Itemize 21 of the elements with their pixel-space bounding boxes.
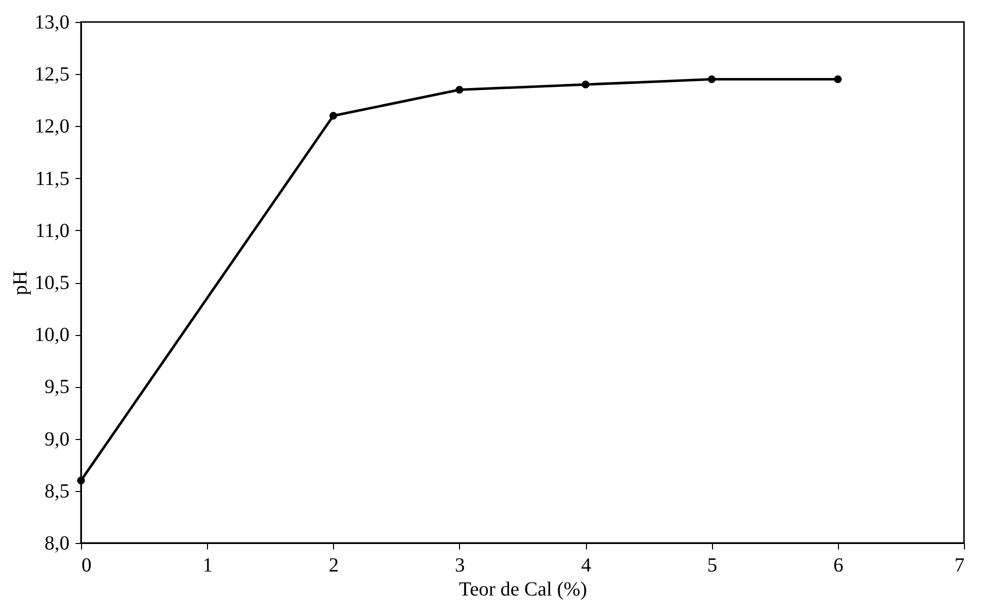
y-tick-label: 12,5 bbox=[34, 64, 70, 86]
x-axis-title: Teor de Cal (%) bbox=[459, 578, 587, 600]
y-tick-label: 10,0 bbox=[34, 324, 70, 346]
x-tick-label: 4 bbox=[581, 554, 592, 576]
y-tick-label: 10,5 bbox=[34, 272, 70, 294]
y-tick-label: 13,0 bbox=[34, 12, 70, 34]
y-tick-label: 11,5 bbox=[35, 168, 70, 190]
x-tick-label: 0 bbox=[82, 554, 92, 576]
x-tick-label: 3 bbox=[454, 554, 465, 576]
y-tick-label: 9,0 bbox=[44, 428, 70, 450]
y-tick-label: 12,0 bbox=[34, 116, 70, 138]
y-tick-label: 9,5 bbox=[44, 376, 70, 398]
y-axis-title: pH bbox=[10, 270, 32, 296]
x-tick-label: 6 bbox=[833, 554, 844, 576]
x-tick-label: 2 bbox=[328, 554, 339, 576]
x-tick-label: 1 bbox=[202, 554, 213, 576]
y-tick-label: 8,0 bbox=[44, 532, 70, 554]
y-tick-label: 8,5 bbox=[44, 480, 70, 502]
x-tick-label: 5 bbox=[707, 554, 718, 576]
y-tick-label: 11,0 bbox=[35, 220, 70, 242]
x-tick-label: 7 bbox=[954, 554, 964, 576]
